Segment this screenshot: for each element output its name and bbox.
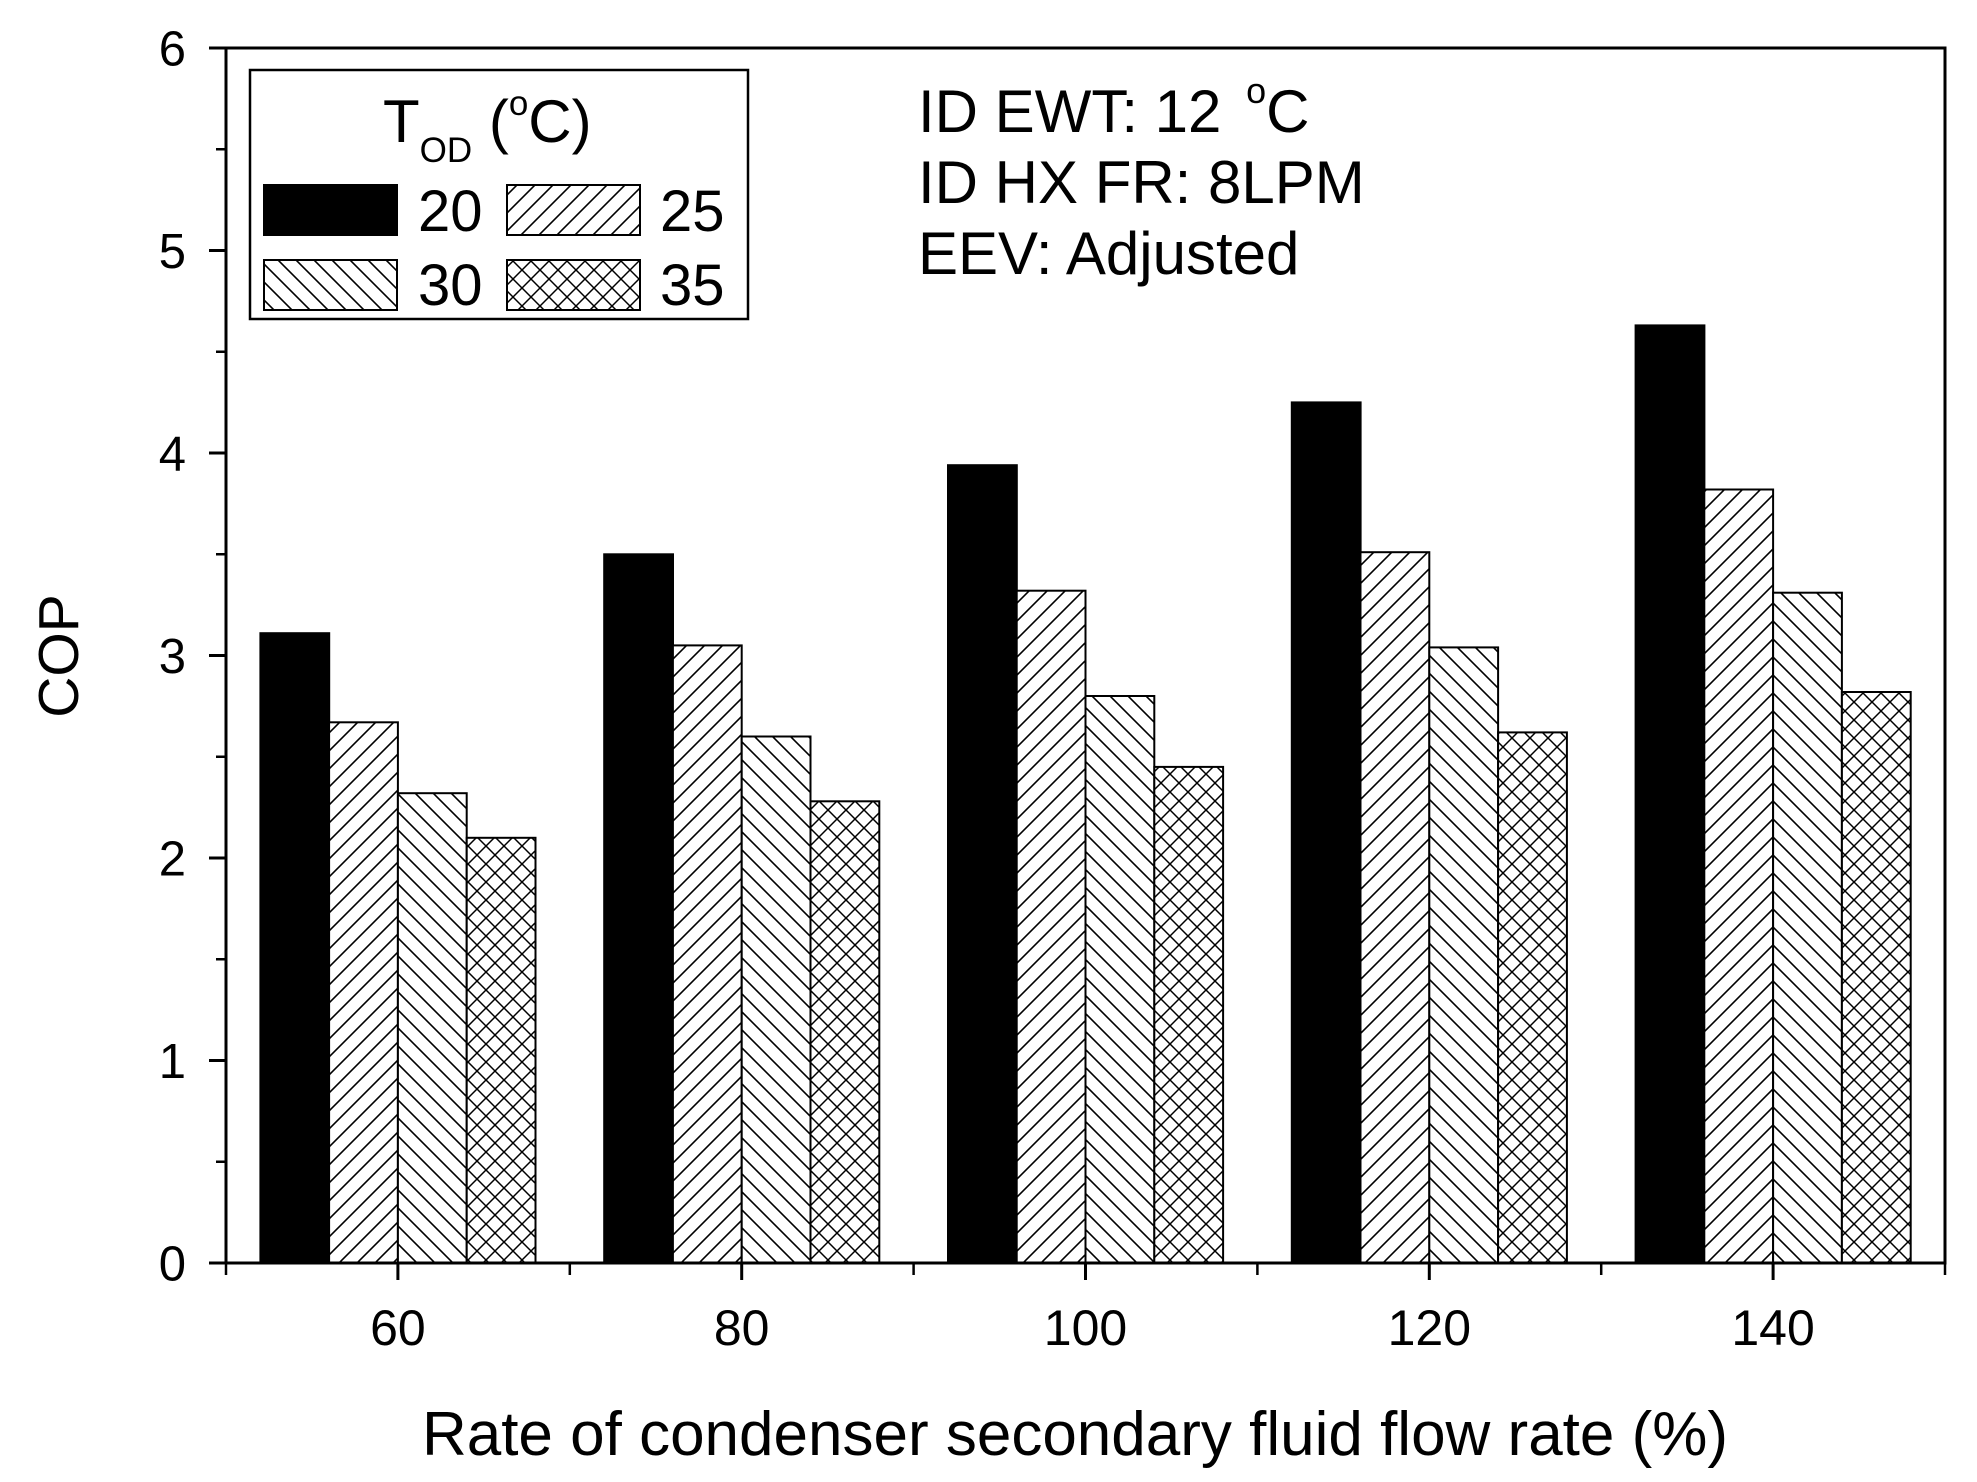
bar-80-t35 xyxy=(809,800,881,1264)
bar-100-t25 xyxy=(1015,589,1087,1264)
bar-140-t35 xyxy=(1840,691,1912,1264)
bar-140-t20 xyxy=(1634,324,1706,1264)
legend: TOD (oC) 20 25 30 35 xyxy=(248,68,750,321)
bar-100-t30 xyxy=(1084,695,1156,1264)
legend-swatch xyxy=(263,184,398,236)
legend-label: 25 xyxy=(660,179,725,244)
bar-140-t30 xyxy=(1772,591,1843,1264)
x-tick-label: 140 xyxy=(1731,1300,1814,1356)
legend-entry-series-1: 20 xyxy=(263,179,483,244)
x-tick-label: 120 xyxy=(1388,1300,1471,1356)
legend-entry-series-3: 30 xyxy=(263,253,483,318)
x-tick-label: 80 xyxy=(714,1300,770,1356)
legend-title-subscript: OD xyxy=(420,131,473,170)
bar-80-t20 xyxy=(603,553,675,1265)
y-tick-label: 0 xyxy=(159,1238,186,1292)
y-tick-label: 5 xyxy=(159,225,186,279)
y-tick-label: 6 xyxy=(159,23,186,77)
x-tick-label: 100 xyxy=(1044,1300,1127,1356)
legend-label: 20 xyxy=(418,179,483,244)
legend-swatch xyxy=(263,259,398,311)
bar-100-t20 xyxy=(947,464,1018,1264)
bar-120-t35 xyxy=(1497,731,1568,1264)
y-tick-label: 2 xyxy=(159,833,186,887)
x-tick-label: 60 xyxy=(370,1300,426,1356)
annotation-line-eev: EEV: Adjusted xyxy=(918,220,1299,287)
bar-120-t20 xyxy=(1290,401,1362,1264)
bar-140-t25 xyxy=(1703,488,1775,1264)
bar-series-group xyxy=(259,324,1912,1265)
annotation-ewt-unit: C xyxy=(1266,78,1309,145)
legend-entry-series-4: 35 xyxy=(506,253,725,318)
legend-label: 35 xyxy=(660,253,725,318)
axis-ticks xyxy=(209,46,1947,1280)
legend-title-degree-superscript: o xyxy=(509,84,528,123)
bar-120-t30 xyxy=(1428,646,1500,1264)
bar-60-t20 xyxy=(259,632,331,1264)
bar-80-t25 xyxy=(671,644,743,1264)
legend-title-close: C) xyxy=(528,88,591,155)
legend-swatch xyxy=(506,184,641,236)
bar-60-t30 xyxy=(396,792,468,1264)
bar-100-t35 xyxy=(1153,765,1225,1265)
bar-120-t25 xyxy=(1359,551,1431,1264)
axis-tick-labels: 0 1 2 3 4 5 6 60 80 100 120 140 xyxy=(159,23,1815,1357)
legend-title-open: ( xyxy=(472,88,509,155)
y-tick-label: 3 xyxy=(159,630,186,684)
bar-60-t35 xyxy=(465,836,537,1265)
legend-title-symbol: T xyxy=(383,88,420,155)
annotation-block: ID EWT: 12 oC ID HX FR: 8LPM EEV: Adjust… xyxy=(918,70,1365,287)
annotation-line-flow-rate: ID HX FR: 8LPM xyxy=(918,149,1365,216)
annotation-line-ewt: ID EWT: 12 oC xyxy=(918,70,1309,145)
bar-80-t30 xyxy=(740,735,812,1264)
bar-60-t25 xyxy=(328,721,399,1264)
annotation-ewt-text: ID EWT: 12 xyxy=(918,78,1238,145)
legend-title: TOD (oC) xyxy=(383,84,592,170)
annotation-degree-superscript: o xyxy=(1246,70,1266,111)
y-axis-label: COP xyxy=(27,594,91,718)
x-axis-label: Rate of condenser secondary fluid flow r… xyxy=(422,1400,1728,1469)
y-tick-label: 4 xyxy=(159,428,186,482)
legend-entry-series-2: 25 xyxy=(506,179,725,244)
legend-swatch xyxy=(506,259,641,311)
y-tick-label: 1 xyxy=(159,1035,186,1089)
legend-label: 30 xyxy=(418,253,483,318)
